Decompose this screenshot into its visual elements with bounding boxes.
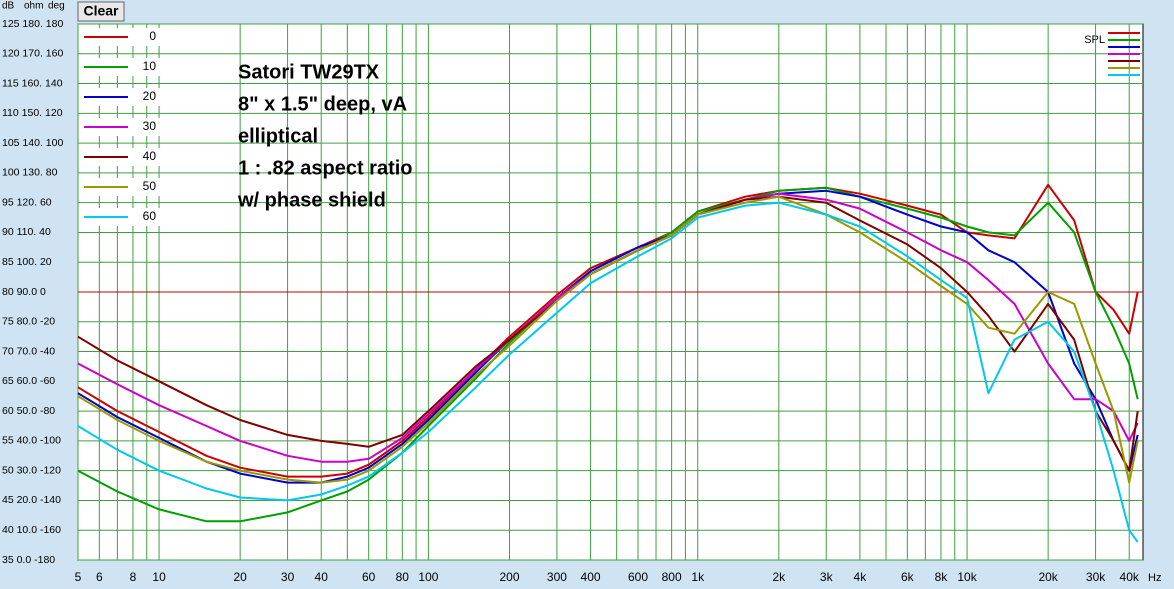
x-unit: Hz: [1148, 572, 1161, 584]
y-tick-label: 50 30.0 -120: [2, 464, 61, 476]
legend-label: 60: [143, 209, 157, 223]
annotation: w/ phase shield: [237, 189, 386, 211]
annotation: 1 : .82 aspect ratio: [238, 157, 413, 179]
y-tick-label: 95 120. 60: [2, 196, 52, 208]
annotation: elliptical: [238, 125, 318, 147]
legend2-title: SPL: [1084, 34, 1105, 46]
axis-header: ohm: [24, 1, 43, 12]
x-tick-label: 200: [499, 570, 519, 584]
y-tick-label: 100 130. 80: [2, 167, 58, 179]
clear-button[interactable]: [77, 1, 125, 22]
legend-label: 30: [143, 119, 157, 133]
y-tick-label: 60 50.0 -80: [2, 405, 55, 417]
y-tick-label: 75 80.0 -20: [2, 316, 55, 328]
x-tick-label: 10k: [957, 570, 977, 584]
legend-label: 0: [149, 29, 156, 43]
legend-label: 40: [143, 149, 157, 163]
x-tick-label: 80: [396, 570, 410, 584]
x-tick-label: 4k: [854, 570, 868, 584]
legend-label: 20: [143, 89, 157, 103]
y-tick-label: 40 10.0 -160: [2, 524, 61, 536]
x-tick-label: 60: [362, 570, 376, 584]
x-tick-label: 40k: [1120, 570, 1140, 584]
x-tick-label: 800: [662, 570, 682, 584]
y-tick-label: 105 140. 100: [2, 137, 63, 149]
legend-label: 10: [143, 59, 157, 73]
clear-label[interactable]: Clear: [83, 3, 119, 19]
y-tick-label: 110 150. 120: [2, 107, 63, 119]
x-tick-label: 400: [581, 570, 601, 584]
x-tick-label: 10: [152, 570, 166, 584]
series-line: [77, 201, 1139, 543]
x-tick-label: 100: [418, 570, 438, 584]
y-tick-label: 125 180. 180: [2, 18, 63, 30]
y-tick-label: 35 0.0 -180: [2, 554, 55, 566]
x-tick-label: 30k: [1086, 570, 1106, 584]
series-line: [77, 186, 1139, 523]
x-tick-label: 8: [130, 570, 137, 584]
x-tick-label: 600: [628, 570, 648, 584]
x-tick-label: 5: [75, 570, 82, 584]
x-tick-label: 1k: [691, 570, 705, 584]
y-tick-label: 55 40.0 -100: [2, 435, 61, 447]
y-tick-label: 115 160. 140: [2, 77, 63, 89]
x-tick-label: 300: [547, 570, 567, 584]
x-tick-label: 30: [281, 570, 295, 584]
y-tick-label: 65 60.0 -60: [2, 375, 55, 387]
annotation: Satori TW29TX: [238, 61, 380, 83]
x-tick-label: 6k: [901, 570, 915, 584]
y-tick-label: 90 110. 40: [2, 226, 51, 238]
x-tick-label: 2k: [772, 570, 786, 584]
x-tick-label: 20: [233, 570, 247, 584]
axis-header: deg: [48, 1, 65, 12]
x-tick-label: 8k: [935, 570, 949, 584]
y-tick-label: 45 20.0 -140: [2, 494, 61, 506]
y-tick-label: 70 70.0 -40: [2, 345, 55, 357]
x-tick-label: 20k: [1038, 570, 1058, 584]
axis-header: dB: [2, 1, 15, 12]
annotation: 8" x 1.5" deep, vA: [238, 93, 407, 115]
legend-label: 50: [143, 179, 157, 193]
x-tick-label: 40: [315, 570, 329, 584]
x-tick-label: 6: [96, 570, 103, 584]
y-tick-label: 85 100. 20: [2, 256, 52, 268]
series-line: [77, 195, 1139, 484]
y-tick-label: 80 90.0 0: [2, 286, 46, 298]
y-tick-label: 120 170. 160: [2, 48, 63, 60]
x-tick-label: 3k: [820, 570, 834, 584]
